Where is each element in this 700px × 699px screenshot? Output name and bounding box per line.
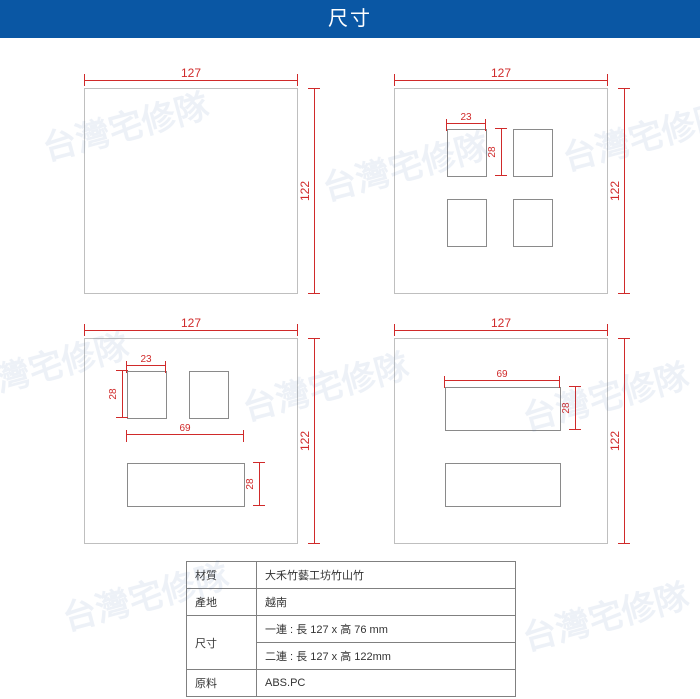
slot [513,199,553,247]
dim-label: 122 [298,431,312,451]
spec-value: 大禾竹藝工坊竹山竹 [257,562,516,589]
dim-label: 69 [126,423,244,434]
dim-label: 122 [608,181,622,201]
panel-1 [84,88,298,294]
slot [189,371,229,419]
spec-key: 原料 [187,670,257,697]
header-bar: 尺寸 [0,0,700,38]
spec-value: 一連 : 長 127 x 高 76 mm [257,616,516,643]
slot [127,371,167,419]
spec-value: ABS.PC [257,670,516,697]
dim-label: 122 [298,181,312,201]
watermark: 台灣宅修隊 [517,569,694,660]
dim-label: 28 [245,478,256,489]
spec-value: 越南 [257,589,516,616]
dim-label: 127 [394,66,608,80]
slot [513,129,553,177]
dim-label: 23 [446,112,486,123]
table-row: 原料 ABS.PC [187,670,516,697]
spec-key: 材質 [187,562,257,589]
diagram-canvas: 127 122 127 122 23 28 127 122 [0,38,700,538]
spec-value: 二連 : 長 127 x 高 122mm [257,643,516,670]
slot-wide [127,463,245,507]
dim-label: 28 [108,388,119,399]
slot [447,129,487,177]
table-row: 尺寸 一連 : 長 127 x 高 76 mm [187,616,516,643]
spec-key: 尺寸 [187,616,257,670]
slot [447,199,487,247]
slot-wide [445,463,561,507]
table-row: 產地 越南 [187,589,516,616]
dim-label: 127 [394,316,608,330]
dim-label: 23 [126,354,166,365]
panel-3 [84,338,298,544]
slot-wide [445,387,561,431]
dim-label: 69 [444,369,560,380]
panel-2 [394,88,608,294]
dim-label: 127 [84,316,298,330]
table-row: 材質 大禾竹藝工坊竹山竹 [187,562,516,589]
spec-key: 產地 [187,589,257,616]
dim-label: 127 [84,66,298,80]
dim-label: 28 [487,146,498,157]
spec-table: 材質 大禾竹藝工坊竹山竹 產地 越南 尺寸 一連 : 長 127 x 高 76 … [186,561,516,697]
header-title: 尺寸 [328,8,372,30]
dim-label: 122 [608,431,622,451]
dim-label: 28 [561,402,572,413]
